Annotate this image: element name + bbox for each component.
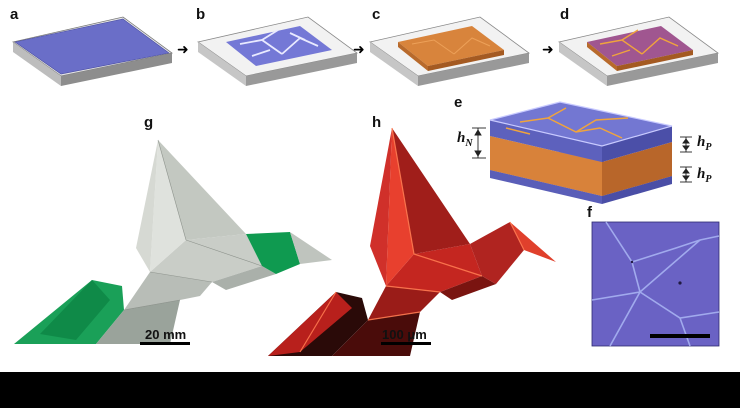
panel-label-f: f [587,204,592,221]
panel-b-patterned-layer [197,16,358,86]
symbol-hN: hN [457,130,473,149]
panel-a-substrate [12,16,173,86]
panel-h-fluorescent-crane [268,127,556,356]
symbol-hP-bottom: hP [697,166,712,185]
panel-d-top-layer [558,16,719,86]
symbol-hP-top: hP [697,134,712,153]
arrow-a-to-b: ➜ [177,42,189,58]
panel-label-e: e [454,94,463,111]
panel-h-scale-bar [381,342,431,345]
panel-f-scale-bar [650,334,710,338]
panel-e-layer-stack [472,101,692,204]
panel-f-micrograph [591,221,720,347]
panel-label-d: d [560,6,570,23]
panel-label-h: h [372,114,382,131]
arrow-b-to-c: ➜ [353,42,365,58]
panel-g-scale-bar [140,342,190,345]
panel-label-g: g [144,114,154,131]
panel-label-a: a [10,6,19,23]
panel-label-b: b [196,6,206,23]
arrow-c-to-d: ➜ [542,42,554,58]
panel-c-film-layer [369,16,530,86]
panel-g-paper-crane [14,139,332,345]
panel-label-c: c [372,6,381,23]
scale-label-h: 100 μm [382,327,427,342]
scale-label-g: 20 mm [145,327,187,342]
bottom-black-band [0,372,740,408]
